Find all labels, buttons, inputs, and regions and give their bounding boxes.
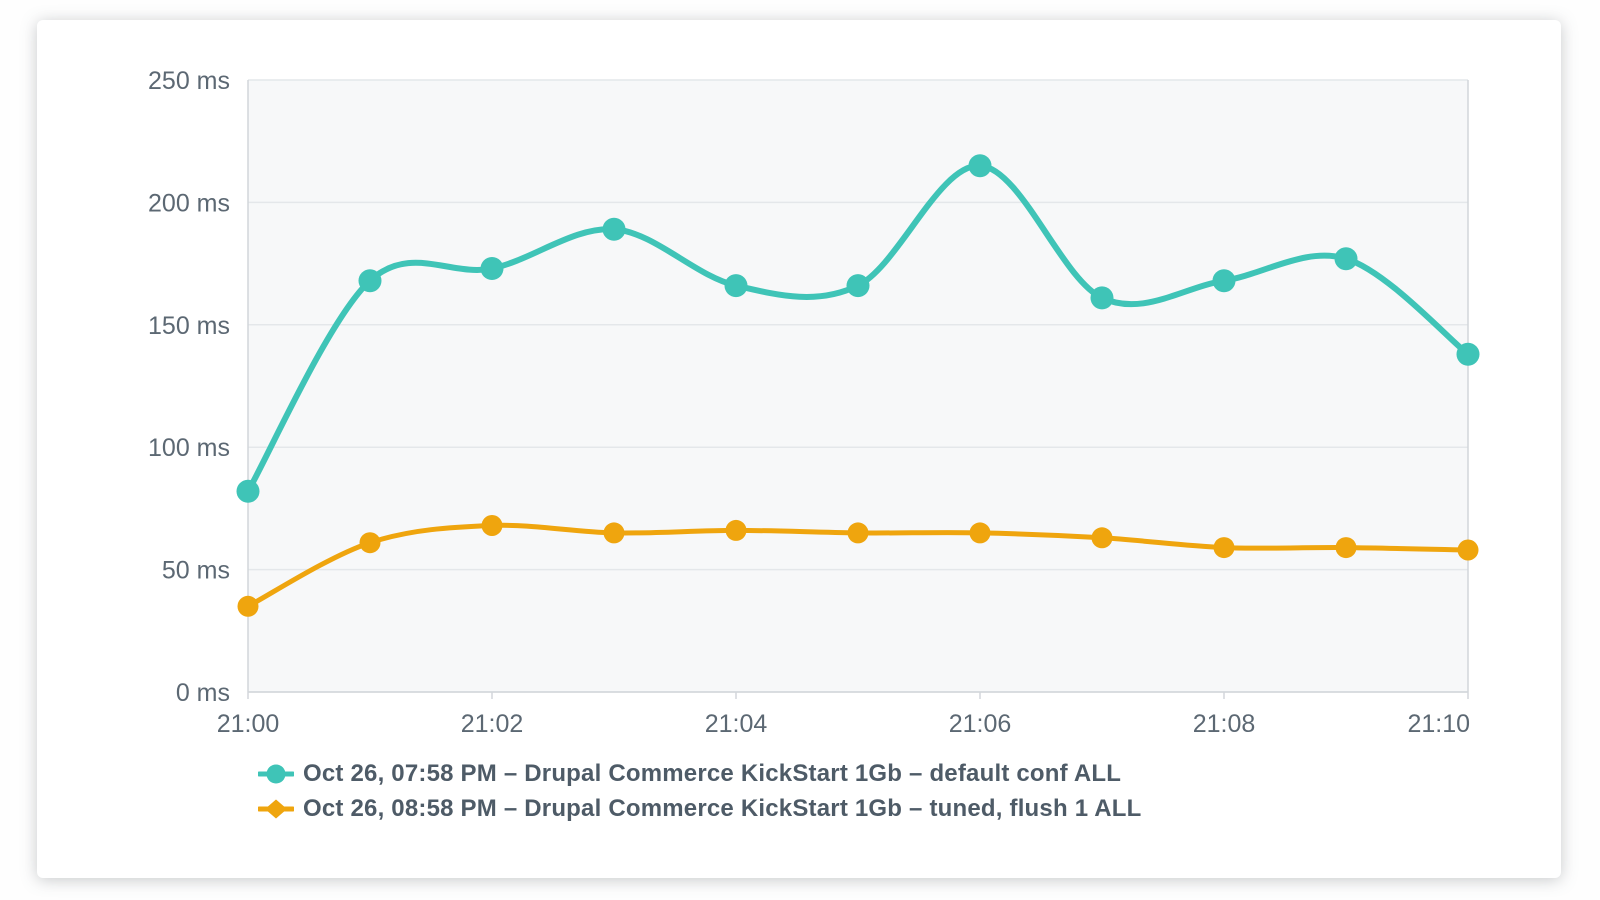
data-point-marker[interactable]: [968, 154, 992, 178]
chart-card: 0 ms 50 ms 100 ms 150 ms 200 ms 250 ms 21:00 21…: [37, 20, 1561, 878]
data-point-marker[interactable]: [1335, 537, 1357, 559]
data-point-marker[interactable]: [846, 274, 870, 298]
data-point-marker[interactable]: [1213, 537, 1235, 559]
y-axis-tick-label: 0 ms: [176, 679, 230, 707]
chart-legend: Oct 26, 07:58 PM – Drupal Commerce KickS…: [258, 757, 1141, 825]
response-time-chart: 0 ms 50 ms 100 ms 150 ms 200 ms 250 ms 21:00 21…: [37, 20, 1561, 750]
y-axis-tick-label: 150 ms: [148, 312, 230, 340]
plot-area: 0 ms 50 ms 100 ms 150 ms 200 ms 250 ms 21:00 21…: [148, 67, 1480, 738]
data-point-marker[interactable]: [724, 274, 748, 298]
data-point-marker[interactable]: [1457, 539, 1479, 561]
data-point-marker[interactable]: [603, 522, 625, 544]
data-point-marker[interactable]: [236, 479, 260, 503]
y-axis-tick-label: 50 ms: [162, 557, 230, 585]
legend-marker-diamond: [265, 799, 287, 818]
x-axis-tick-label: 21:06: [949, 710, 1012, 738]
data-point-marker[interactable]: [1212, 269, 1236, 293]
x-axis-tick-label: 21:04: [705, 710, 768, 738]
x-axis-tick-label: 21:02: [461, 710, 524, 738]
data-point-marker[interactable]: [602, 217, 626, 241]
legend-line-circle-icon: [258, 764, 294, 783]
plot-background: [248, 80, 1468, 692]
legend-line-diamond-icon: [258, 799, 294, 818]
y-axis-tick-label: 250 ms: [148, 67, 230, 95]
x-axis-tick-label: 21:08: [1193, 710, 1256, 738]
x-axis-tick-label: 21:10: [1407, 710, 1470, 738]
legend-label: Oct 26, 08:58 PM – Drupal Commerce KickS…: [303, 794, 1142, 822]
y-axis-tick-label: 200 ms: [148, 189, 230, 217]
y-axis-tick-label: 100 ms: [148, 434, 230, 462]
legend-label: Oct 26, 07:58 PM – Drupal Commerce KickS…: [303, 759, 1122, 787]
data-point-marker[interactable]: [237, 595, 259, 617]
data-point-marker[interactable]: [725, 519, 747, 541]
legend-marker-circle: [266, 764, 286, 783]
legend-item-1[interactable]: Oct 26, 08:58 PM – Drupal Commerce KickS…: [258, 792, 1141, 825]
data-point-marker[interactable]: [1456, 342, 1480, 366]
data-point-marker[interactable]: [1090, 286, 1114, 310]
data-point-marker[interactable]: [481, 515, 503, 536]
data-point-marker[interactable]: [359, 532, 381, 554]
data-point-marker[interactable]: [847, 522, 869, 544]
data-point-marker[interactable]: [969, 522, 991, 544]
legend-item-0[interactable]: Oct 26, 07:58 PM – Drupal Commerce KickS…: [258, 757, 1141, 790]
data-point-marker[interactable]: [480, 257, 504, 280]
data-point-marker[interactable]: [358, 269, 382, 293]
data-point-marker[interactable]: [1334, 247, 1358, 271]
x-axis-tick-label: 21:00: [217, 710, 280, 738]
data-point-marker[interactable]: [1091, 527, 1113, 549]
